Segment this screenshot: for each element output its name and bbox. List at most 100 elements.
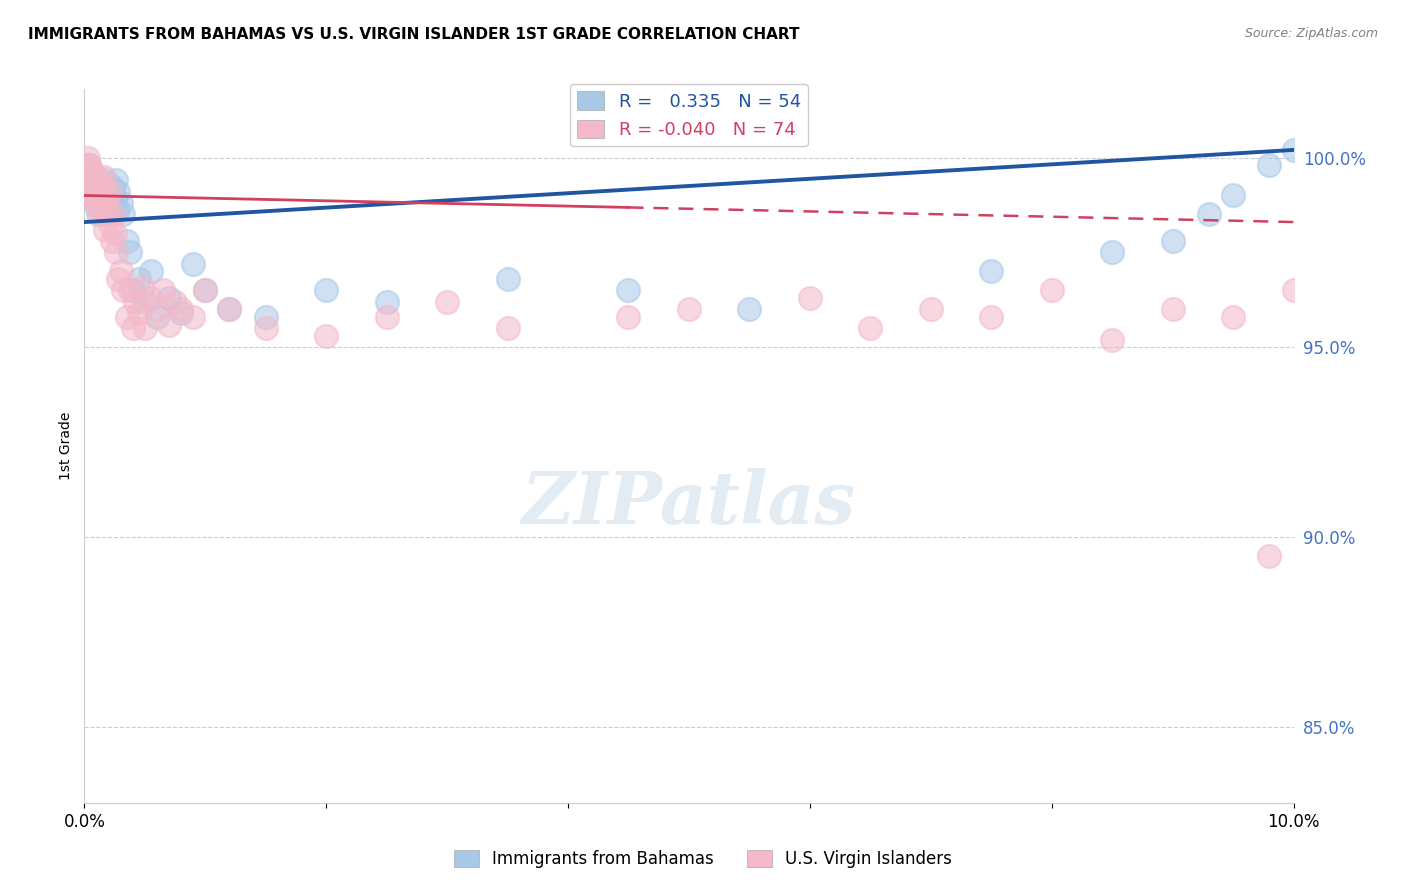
Point — [799, 291, 821, 305]
Point — [83, 169, 105, 184]
Point — [100, 219, 122, 233]
Point — [146, 310, 169, 324]
Point — [101, 200, 124, 214]
Point — [121, 321, 143, 335]
Point — [1222, 188, 1244, 202]
Point — [146, 302, 169, 317]
Point — [157, 291, 180, 305]
Point — [76, 169, 98, 184]
Point — [1222, 310, 1244, 324]
Point — [128, 306, 150, 320]
Point — [139, 291, 162, 305]
Point — [104, 245, 127, 260]
Point — [77, 169, 100, 184]
Point — [86, 173, 108, 187]
Point — [859, 321, 882, 335]
Point — [496, 272, 519, 286]
Point — [181, 257, 204, 271]
Point — [1161, 234, 1184, 248]
Point — [97, 207, 120, 221]
Legend: R =   0.335   N = 54, R = -0.040   N = 74: R = 0.335 N = 54, R = -0.040 N = 74 — [569, 84, 808, 146]
Point — [104, 192, 127, 206]
Point — [80, 177, 103, 191]
Point — [1330, 245, 1353, 260]
Point — [103, 207, 125, 221]
Point — [315, 284, 337, 298]
Point — [112, 284, 135, 298]
Point — [617, 284, 640, 298]
Point — [76, 181, 98, 195]
Point — [115, 310, 138, 324]
Point — [101, 234, 124, 248]
Point — [165, 294, 187, 309]
Point — [84, 185, 107, 199]
Point — [80, 166, 103, 180]
Point — [77, 158, 100, 172]
Point — [738, 302, 761, 317]
Point — [980, 310, 1002, 324]
Point — [87, 188, 110, 202]
Point — [134, 294, 156, 309]
Point — [1379, 245, 1402, 260]
Point — [112, 207, 135, 221]
Point — [77, 158, 100, 172]
Point — [90, 177, 112, 191]
Point — [139, 264, 162, 278]
Point — [104, 227, 127, 241]
Point — [89, 200, 111, 214]
Point — [980, 264, 1002, 278]
Point — [98, 185, 121, 199]
Point — [194, 284, 217, 298]
Point — [436, 294, 458, 309]
Point — [496, 321, 519, 335]
Point — [617, 310, 640, 324]
Point — [128, 272, 150, 286]
Point — [93, 173, 115, 187]
Point — [1101, 245, 1123, 260]
Text: ZIPatlas: ZIPatlas — [522, 467, 856, 539]
Point — [107, 185, 129, 199]
Point — [94, 185, 117, 199]
Point — [96, 188, 118, 202]
Point — [1101, 333, 1123, 347]
Point — [82, 166, 104, 180]
Point — [218, 302, 240, 317]
Point — [104, 173, 127, 187]
Point — [1355, 227, 1378, 241]
Point — [194, 284, 217, 298]
Point — [1040, 284, 1063, 298]
Point — [375, 294, 398, 309]
Y-axis label: 1st Grade: 1st Grade — [59, 412, 73, 480]
Point — [218, 302, 240, 317]
Point — [90, 181, 112, 195]
Point — [98, 207, 121, 221]
Point — [131, 279, 153, 293]
Point — [254, 310, 277, 324]
Point — [86, 200, 108, 214]
Point — [120, 245, 142, 260]
Point — [110, 196, 132, 211]
Point — [315, 329, 337, 343]
Point — [375, 310, 398, 324]
Point — [124, 294, 146, 309]
Point — [170, 302, 193, 317]
Point — [121, 284, 143, 298]
Point — [110, 264, 132, 278]
Point — [94, 222, 117, 236]
Point — [100, 188, 122, 202]
Text: IMMIGRANTS FROM BAHAMAS VS U.S. VIRGIN ISLANDER 1ST GRADE CORRELATION CHART: IMMIGRANTS FROM BAHAMAS VS U.S. VIRGIN I… — [28, 27, 800, 42]
Point — [77, 151, 100, 165]
Point — [1403, 207, 1406, 221]
Point — [120, 284, 142, 298]
Point — [1258, 158, 1281, 172]
Point — [75, 158, 97, 172]
Point — [1282, 284, 1305, 298]
Point — [920, 302, 942, 317]
Point — [152, 284, 174, 298]
Point — [134, 321, 156, 335]
Point — [105, 203, 128, 218]
Point — [97, 177, 120, 191]
Point — [170, 306, 193, 320]
Text: Source: ZipAtlas.com: Source: ZipAtlas.com — [1244, 27, 1378, 40]
Point — [1306, 264, 1329, 278]
